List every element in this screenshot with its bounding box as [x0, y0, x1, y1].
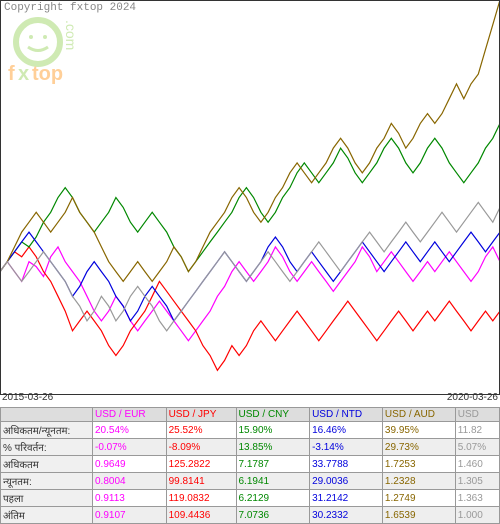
- table-cell: 29.0036: [310, 473, 383, 490]
- table-cell: 16.46%: [310, 422, 383, 439]
- x-axis-end: 2020-03-26: [447, 392, 498, 403]
- table-cell: 0.9113: [93, 490, 167, 507]
- table-header: USD / NTD: [310, 408, 383, 422]
- table-cell: 30.2332: [310, 507, 383, 524]
- row-label: पहला: [1, 490, 93, 507]
- table-cell: 6.2129: [236, 490, 310, 507]
- table-cell: 1.363: [455, 490, 499, 507]
- series-line: [0, 123, 500, 271]
- table-cell: 1.6539: [382, 507, 455, 524]
- table-cell: 1.2328: [382, 473, 455, 490]
- table-cell: 5.07%: [455, 439, 499, 456]
- table-cell: 0.9107: [93, 507, 167, 524]
- table-cell: 15.90%: [236, 422, 310, 439]
- table-cell: -0.07%: [93, 439, 167, 456]
- table-cell: 1.2749: [382, 490, 455, 507]
- table-cell: -8.09%: [166, 439, 236, 456]
- table-cell: 31.2142: [310, 490, 383, 507]
- table-header: USD / JPY: [166, 408, 236, 422]
- row-label: % परिवर्तन:: [1, 439, 93, 456]
- table-cell: -3.14%: [310, 439, 383, 456]
- table-cell: 11.82: [455, 422, 499, 439]
- table-cell: 33.7788: [310, 456, 383, 473]
- series-line: [0, 202, 500, 330]
- table-cell: 1.7253: [382, 456, 455, 473]
- table-cell: 7.0736: [236, 507, 310, 524]
- table-cell: 20.54%: [93, 422, 167, 439]
- table-cell: 0.8004: [93, 473, 167, 490]
- table-cell: 109.4436: [166, 507, 236, 524]
- table-cell: 25.52%: [166, 422, 236, 439]
- table-cell: 6.1941: [236, 473, 310, 490]
- stats-table: USD / EURUSD / JPYUSD / CNYUSD / NTDUSD …: [0, 407, 500, 524]
- row-label: न्यूनतम:: [1, 473, 93, 490]
- table-header: USD / CNY: [236, 408, 310, 422]
- table-cell: 125.2822: [166, 456, 236, 473]
- table-header: USD / AUD: [382, 408, 455, 422]
- row-label: अधिकतम/न्यूनतम:: [1, 422, 93, 439]
- table-cell: 1.460: [455, 456, 499, 473]
- table-cell: 7.1787: [236, 456, 310, 473]
- table-cell: 29.73%: [382, 439, 455, 456]
- row-label: अंतिम: [1, 507, 93, 524]
- table-cell: 39.95%: [382, 422, 455, 439]
- forex-chart: [0, 0, 500, 395]
- table-cell: 0.9649: [93, 456, 167, 473]
- table-cell: 119.0832: [166, 490, 236, 507]
- series-line: [0, 0, 500, 281]
- table-cell: 13.85%: [236, 439, 310, 456]
- table-header: USD: [455, 408, 499, 422]
- table-corner: [1, 408, 93, 422]
- x-axis-start: 2015-03-26: [2, 392, 53, 403]
- row-label: अधिकतम: [1, 456, 93, 473]
- table-header: USD / EUR: [93, 408, 167, 422]
- table-cell: 1.000: [455, 507, 499, 524]
- table-cell: 1.305: [455, 473, 499, 490]
- table-cell: 99.8141: [166, 473, 236, 490]
